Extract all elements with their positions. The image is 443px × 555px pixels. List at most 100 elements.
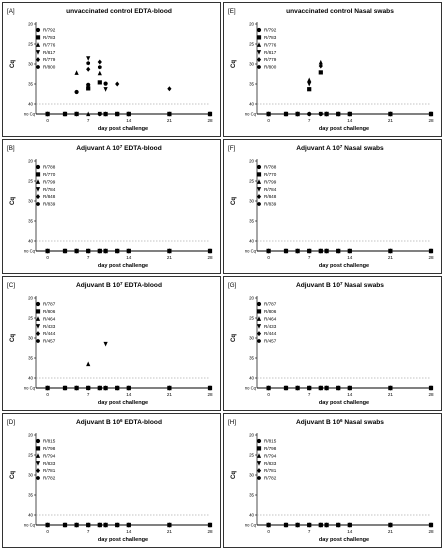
data-point bbox=[167, 522, 172, 528]
legend-marker bbox=[35, 453, 41, 458]
y-axis-label: Cq bbox=[231, 471, 237, 479]
x-tick-label: 14 bbox=[126, 118, 132, 123]
y-tick-label: 35 bbox=[249, 219, 254, 224]
x-tick-label: 0 bbox=[46, 255, 49, 260]
x-tick-label: 21 bbox=[167, 255, 173, 260]
legend-marker bbox=[256, 468, 262, 474]
data-point bbox=[63, 111, 67, 117]
legend-marker bbox=[257, 201, 261, 207]
data-point bbox=[103, 385, 108, 391]
legend-label: R/770 bbox=[43, 172, 56, 177]
data-point bbox=[115, 385, 120, 391]
legend-label: R/800 bbox=[264, 65, 277, 70]
y-tick-label: 35 bbox=[249, 493, 254, 498]
data-point bbox=[307, 522, 312, 528]
legend-label: R/787 bbox=[264, 302, 277, 307]
y-tick-label: 25 bbox=[28, 179, 33, 184]
x-tick-label: 7 bbox=[87, 255, 90, 260]
legend-marker bbox=[35, 194, 41, 200]
legend-marker bbox=[35, 42, 41, 47]
y-tick-label: 25 bbox=[249, 316, 254, 321]
x-tick-label: 28 bbox=[207, 392, 213, 397]
panel-border bbox=[2, 139, 221, 274]
title-part: EDTA-blood bbox=[122, 145, 161, 152]
legend-label: R/792 bbox=[43, 28, 56, 33]
legend-marker bbox=[35, 331, 41, 337]
data-point bbox=[266, 385, 271, 391]
panel-title: Adjuvant B 107 EDTA-blood bbox=[76, 281, 162, 290]
x-tick-label: 7 bbox=[87, 392, 90, 397]
data-point bbox=[86, 248, 91, 254]
panel-title: unvaccinated control Nasal swabs bbox=[286, 8, 394, 15]
y-tick-label: 40 bbox=[28, 513, 33, 518]
chart-panel: [A] unvaccinated control EDTA-blood 20 25 30… bbox=[2, 2, 221, 137]
x-tick-label: 28 bbox=[428, 392, 434, 397]
y-tick-label: 25 bbox=[28, 453, 33, 458]
data-point bbox=[347, 248, 352, 254]
data-point bbox=[126, 385, 131, 391]
data-point bbox=[208, 522, 212, 528]
y-tick-label: 35 bbox=[28, 219, 33, 224]
data-point bbox=[63, 248, 67, 254]
legend-marker bbox=[35, 316, 41, 321]
title-part: Adjuvant A 10 bbox=[296, 145, 340, 152]
legend-marker bbox=[256, 446, 262, 451]
legend-label: R/433 bbox=[264, 324, 277, 329]
data-point bbox=[97, 70, 102, 76]
panel-border bbox=[2, 276, 221, 411]
chart-panel: [F] Adjuvant A 107 Nasal swabs2025303540n… bbox=[223, 139, 442, 274]
data-point bbox=[388, 522, 393, 528]
data-point bbox=[74, 522, 79, 528]
y-tick-label: 35 bbox=[249, 356, 254, 361]
legend-label: R/815 bbox=[264, 439, 277, 444]
legend-label: R/788 bbox=[43, 165, 56, 170]
legend-marker bbox=[35, 164, 41, 170]
legend-label: R/464 bbox=[264, 316, 277, 321]
title-part: Adjuvant B 10 bbox=[76, 419, 120, 426]
data-point bbox=[266, 522, 271, 528]
chart-panel: [G] Adjuvant B 107 Nasal swabs2025303540n… bbox=[223, 276, 442, 411]
data-point bbox=[347, 111, 352, 117]
legend-label: R/806 bbox=[43, 309, 56, 314]
legend-label: R/444 bbox=[264, 331, 277, 336]
data-point bbox=[86, 66, 91, 72]
legend-label: R/783 bbox=[43, 35, 56, 40]
panel-title: Adjuvant B 107 Nasal swabs bbox=[296, 281, 384, 290]
data-point bbox=[86, 82, 91, 87]
panel-label: [G] bbox=[228, 282, 237, 289]
data-point bbox=[295, 385, 300, 391]
data-point bbox=[45, 385, 50, 391]
y-tick-label: 20 bbox=[249, 159, 254, 164]
legend-label: R/848 bbox=[264, 194, 277, 199]
data-point bbox=[74, 89, 79, 95]
legend-marker bbox=[35, 27, 41, 33]
panel-label: [A] bbox=[7, 8, 15, 15]
data-point bbox=[429, 111, 433, 117]
x-tick-label: 0 bbox=[46, 529, 49, 534]
data-point bbox=[74, 248, 79, 254]
data-point bbox=[429, 248, 433, 254]
data-point bbox=[74, 70, 79, 75]
y-axis-label: Cq bbox=[10, 334, 16, 342]
legend-label: R/776 bbox=[43, 42, 56, 47]
no-cq-label: no Cq bbox=[24, 112, 36, 117]
x-tick-label: 14 bbox=[126, 392, 132, 397]
data-point bbox=[295, 111, 300, 117]
x-tick-label: 14 bbox=[347, 529, 353, 534]
y-tick-label: 40 bbox=[28, 102, 33, 107]
y-axis-label: Cq bbox=[231, 60, 237, 68]
x-tick-label: 0 bbox=[267, 255, 270, 260]
data-point bbox=[388, 111, 393, 117]
legend-label: R/798 bbox=[43, 446, 56, 451]
legend-marker bbox=[35, 461, 41, 466]
legend-marker bbox=[35, 446, 41, 451]
title-part: Adjuvant B 10 bbox=[296, 282, 340, 289]
x-axis-label: day post challenge bbox=[319, 400, 369, 406]
x-axis-label: day post challenge bbox=[98, 263, 148, 269]
data-point bbox=[307, 87, 312, 92]
data-point bbox=[63, 385, 67, 391]
data-point bbox=[208, 385, 212, 391]
no-cq-label: no Cq bbox=[245, 523, 257, 528]
data-point bbox=[86, 522, 91, 528]
no-cq-label: no Cq bbox=[24, 386, 36, 391]
